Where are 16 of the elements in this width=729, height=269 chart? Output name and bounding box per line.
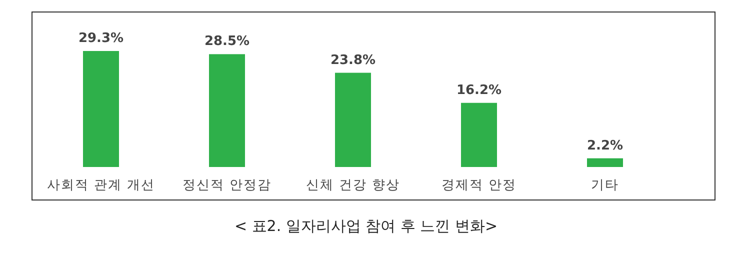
x-tick-label: 신체 건강 향상: [306, 178, 400, 193]
x-tick-label: 기타: [591, 178, 619, 193]
data-label: 23.8%: [330, 52, 376, 68]
data-label: 29.3%: [78, 31, 124, 46]
x-tick-label: 경제적 안정: [441, 178, 517, 193]
bar: [587, 158, 623, 167]
data-label: 28.5%: [204, 34, 250, 50]
bar: [335, 72, 371, 167]
x-tick-label: 사회적 관계 개선: [46, 178, 156, 193]
x-tick-label: 정신적 안정감: [182, 178, 272, 193]
data-label: 16.2%: [456, 82, 502, 98]
bar: [461, 102, 497, 167]
bar: [209, 54, 245, 167]
bar: [83, 51, 119, 167]
text: < 표2. 일자리사업 참여 후 느낀 변화>: [234, 217, 498, 235]
data-label: 2.2%: [586, 138, 624, 154]
